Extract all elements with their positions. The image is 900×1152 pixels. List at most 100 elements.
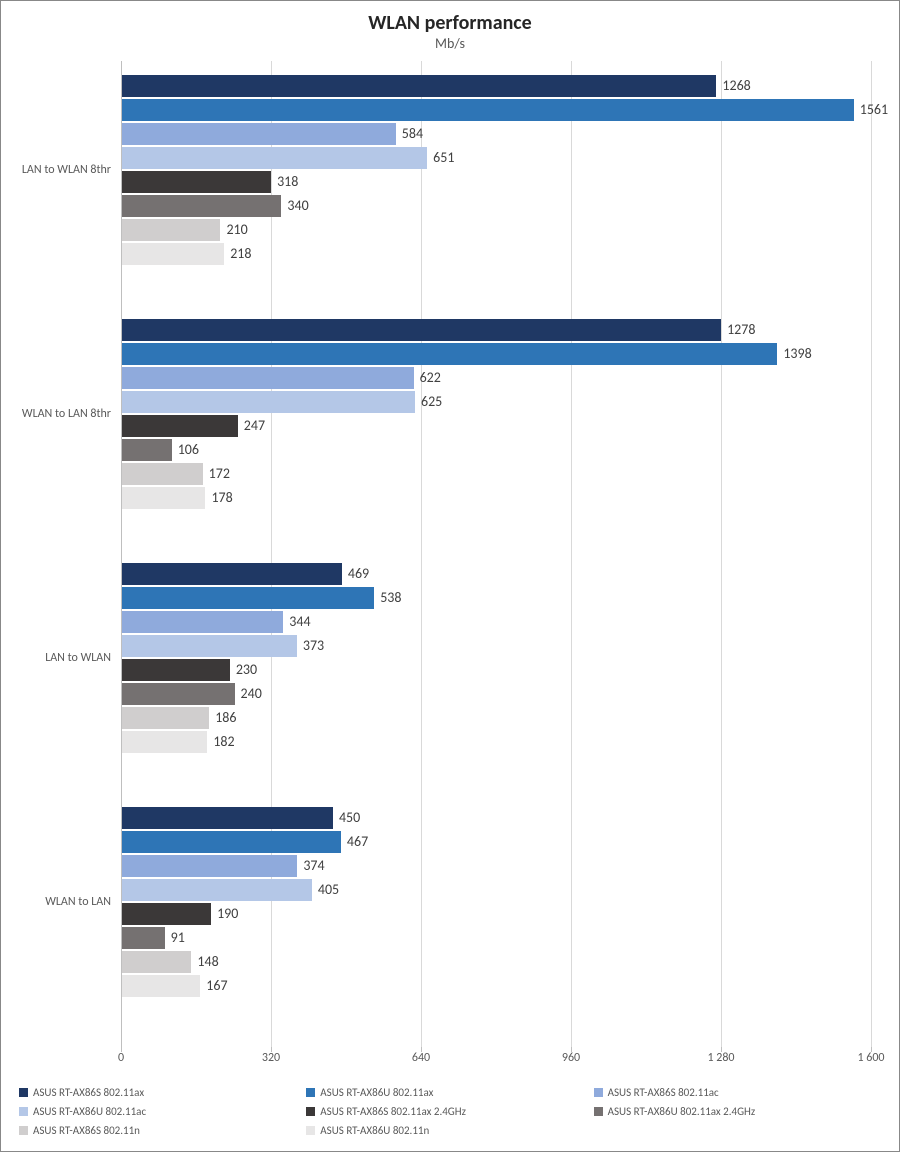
legend-swatch [306,1088,315,1097]
bar: 405 [122,879,312,901]
bar: 651 [122,147,427,169]
chart-title: WLAN performance [1,1,899,35]
group-label: WLAN to LAN [1,895,111,909]
bar: 318 [122,171,271,193]
bar: 467 [122,831,341,853]
bar-value-label: 106 [172,439,199,461]
bar-value-label: 148 [191,951,218,973]
bar: 1268 [122,75,716,97]
legend-swatch [19,1088,28,1097]
bar-value-label: 1561 [854,99,888,121]
legend-item: ASUS RT-AX86S 802.11n [19,1124,306,1137]
bar-value-label: 247 [238,415,265,437]
group-label: LAN to WLAN [1,651,111,665]
x-tick-label: 640 [412,1051,430,1065]
legend-swatch [306,1107,315,1116]
chart-group: WLAN to LAN45046737440519091148167 [121,807,871,997]
legend-swatch [19,1126,28,1135]
chart-group: LAN to WLAN 8thr126815615846513183402102… [121,75,871,265]
bar: 182 [122,731,207,753]
bar: 450 [122,807,333,829]
bar-value-label: 374 [297,855,324,877]
bar-value-label: 373 [297,635,324,657]
bar: 1398 [122,343,777,365]
bar: 230 [122,659,230,681]
bar: 167 [122,975,200,997]
legend-label: ASUS RT-AX86U 802.11ax 2.4GHz [608,1105,756,1118]
bar-value-label: 178 [205,487,232,509]
bar: 247 [122,415,238,437]
x-tick-label: 960 [562,1051,580,1065]
bar-value-label: 218 [224,243,251,265]
x-tick-label: 1 600 [857,1051,884,1065]
bar-value-label: 538 [374,587,401,609]
legend-swatch [19,1107,28,1116]
chart-container: WLAN performance Mb/s 03206409601 2801 6… [0,0,900,1152]
bar: 1278 [122,319,721,341]
gridline [871,61,872,1047]
legend-row: ASUS RT-AX86U 802.11ac ASUS RT-AX86S 802.… [19,1105,881,1118]
bar: 469 [122,563,342,585]
bar-value-label: 344 [283,611,310,633]
plot-area: 03206409601 2801 600LAN to WLAN 8thr1268… [121,61,871,1047]
bar: 1561 [122,99,854,121]
legend-item: ASUS RT-AX86U 802.11ax 2.4GHz [594,1105,881,1118]
legend-item: ASUS RT-AX86U 802.11n [306,1124,593,1137]
bar: 625 [122,391,415,413]
bar: 340 [122,195,281,217]
bar: 190 [122,903,211,925]
bar: 538 [122,587,374,609]
bar: 186 [122,707,209,729]
legend-item: ASUS RT-AX86S 802.11ax [19,1086,306,1099]
legend-label: ASUS RT-AX86U 802.11n [320,1124,429,1137]
legend-label: ASUS RT-AX86S 802.11ax 2.4GHz [320,1105,466,1118]
bar-value-label: 230 [230,659,257,681]
legend-row: ASUS RT-AX86S 802.11n ASUS RT-AX86U 802.1… [19,1124,881,1137]
legend-swatch [594,1088,603,1097]
legend-item: ASUS RT-AX86S 802.11ac [594,1086,881,1099]
legend-label: ASUS RT-AX86U 802.11ax [320,1086,433,1099]
bar: 218 [122,243,224,265]
bar-value-label: 1268 [716,75,750,97]
legend-swatch [594,1107,603,1116]
x-tick-label: 320 [262,1051,280,1065]
bar-value-label: 91 [165,927,185,949]
bar-value-label: 210 [220,219,247,241]
legend-swatch [306,1126,315,1135]
bar: 240 [122,683,235,705]
chart-group: LAN to WLAN469538344373230240186182 [121,563,871,753]
bar: 622 [122,367,414,389]
legend-label: ASUS RT-AX86U 802.11ac [33,1105,146,1118]
bar-value-label: 167 [200,975,227,997]
bar: 344 [122,611,283,633]
bar-value-label: 340 [281,195,308,217]
bar-value-label: 182 [207,731,234,753]
bar: 210 [122,219,220,241]
bar: 106 [122,439,172,461]
bar-value-label: 240 [235,683,262,705]
legend-item: ASUS RT-AX86U 802.11ac [19,1105,306,1118]
chart-subtitle: Mb/s [1,35,899,60]
x-tick-label: 1 280 [707,1051,734,1065]
bar-value-label: 190 [211,903,238,925]
bar: 148 [122,951,191,973]
bar: 374 [122,855,297,877]
legend-label: ASUS RT-AX86S 802.11ac [608,1086,719,1099]
bar-value-label: 1278 [721,319,755,341]
bar-value-label: 450 [333,807,360,829]
bar-value-label: 172 [203,463,230,485]
legend-item: ASUS RT-AX86U 802.11ax [306,1086,593,1099]
bar-value-label: 1398 [777,343,811,365]
bar-value-label: 469 [342,563,369,585]
group-label: WLAN to LAN 8thr [1,407,111,421]
chart-group: WLAN to LAN 8thr127813986226252471061721… [121,319,871,509]
legend-label: ASUS RT-AX86S 802.11ax [33,1086,144,1099]
bar-value-label: 467 [341,831,368,853]
bar-value-label: 622 [414,367,441,389]
bar-value-label: 186 [209,707,236,729]
group-label: LAN to WLAN 8thr [1,163,111,177]
bar-value-label: 584 [396,123,423,145]
x-tick-label: 0 [118,1051,124,1065]
bar-value-label: 625 [415,391,442,413]
bar: 373 [122,635,297,657]
